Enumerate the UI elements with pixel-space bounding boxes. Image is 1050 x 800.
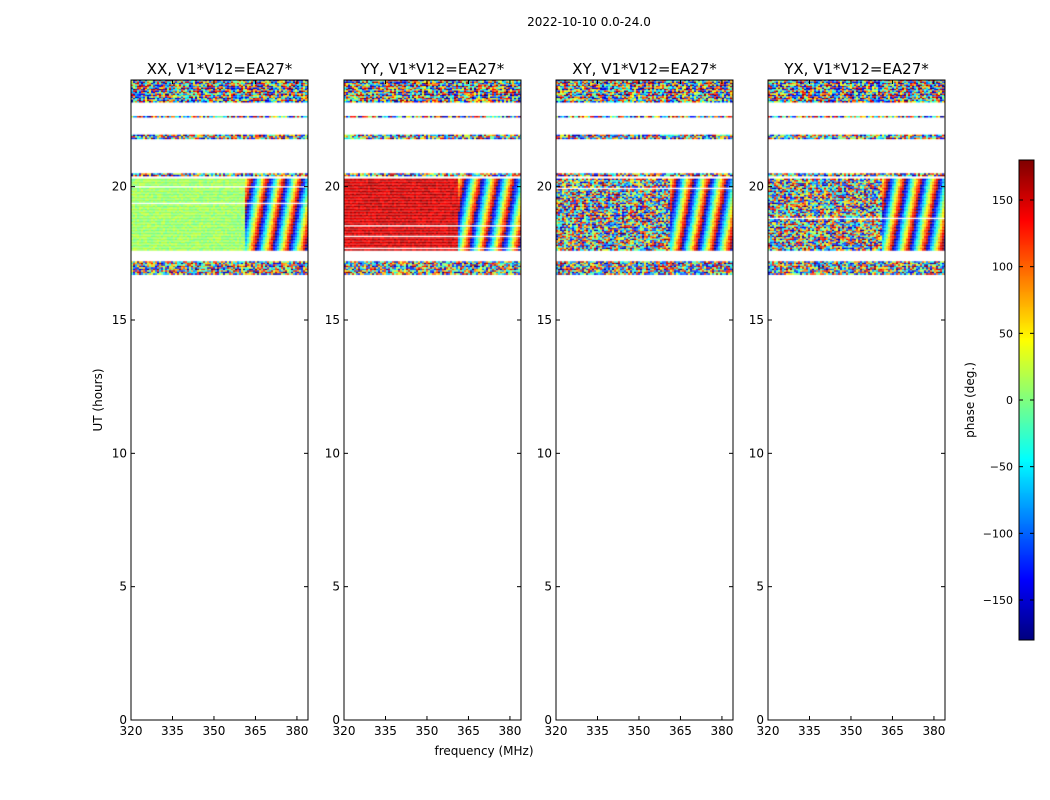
- x-tick-label: 350: [416, 724, 439, 738]
- panel-frame: [130, 79, 309, 721]
- x-tick-label: 320: [757, 724, 780, 738]
- y-tick-label: 20: [537, 180, 552, 194]
- panel-heatmap: [344, 80, 521, 720]
- panel-title: YX, V1*V12=EA27*: [783, 60, 929, 78]
- x-tick-label: 380: [710, 724, 733, 738]
- y-tick-label: 5: [332, 580, 340, 594]
- panel-heatmap: [768, 80, 945, 720]
- panel-title: XY, V1*V12=EA27*: [572, 60, 717, 78]
- x-tick-label: 320: [120, 724, 143, 738]
- panel-heatmap: [131, 80, 308, 720]
- y-tick-label: 15: [537, 313, 552, 327]
- colorbar-tick-label: −150: [983, 594, 1013, 607]
- y-tick-label: 10: [325, 446, 340, 460]
- x-tick-label: 380: [922, 724, 945, 738]
- y-tick-label: 20: [325, 180, 340, 194]
- panel-frame: [555, 79, 734, 721]
- x-tick-label: 350: [840, 724, 863, 738]
- y-axis-label: UT (hours): [91, 368, 105, 431]
- colorbar-tick-label: 100: [992, 261, 1013, 274]
- x-tick-label: 350: [203, 724, 226, 738]
- x-tick-label: 365: [244, 724, 267, 738]
- panel-title: XX, V1*V12=EA27*: [147, 60, 293, 78]
- panel-frame: [767, 79, 946, 721]
- colorbar: 150 100 50 0 −50 −100 −150 phase (deg.): [963, 159, 1035, 641]
- y-tick-label: 0: [756, 713, 764, 727]
- x-tick-label: 320: [545, 724, 568, 738]
- colorbar-tick-label: 0: [1006, 394, 1013, 407]
- y-tick-label: 5: [119, 580, 127, 594]
- y-tick-label: 0: [544, 713, 552, 727]
- x-tick-label: 335: [586, 724, 609, 738]
- panel-title: YY, V1*V12=EA27*: [360, 60, 505, 78]
- panel-1: XX, V1*V12=EA27* 320 335 350 365 380 0 5 10 15 20: [112, 60, 309, 738]
- x-tick-label: 380: [285, 724, 308, 738]
- y-tick-label: 20: [112, 180, 127, 194]
- y-tick-label: 5: [544, 580, 552, 594]
- y-tick-label: 15: [325, 313, 340, 327]
- x-axis-label: frequency (MHz): [434, 744, 533, 758]
- x-tick-label: 335: [798, 724, 821, 738]
- x-tick-label: 380: [498, 724, 521, 738]
- x-tick-label: 365: [881, 724, 904, 738]
- y-tick-label: 15: [749, 313, 764, 327]
- colorbar-label: phase (deg.): [963, 362, 977, 438]
- x-tick-label: 335: [374, 724, 397, 738]
- y-tick-label: 20: [749, 180, 764, 194]
- colorbar-tick-label: 50: [999, 327, 1013, 340]
- panel-3: XY, V1*V12=EA27* 320 335 350 365 380 0 5 10 15 20: [537, 60, 734, 738]
- colorbar-tick-label: 150: [992, 194, 1013, 207]
- x-tick-label: 320: [333, 724, 356, 738]
- colorbar-tick-label: −100: [983, 527, 1013, 540]
- colorbar-tick-label: −50: [990, 461, 1013, 474]
- y-tick-label: 10: [749, 446, 764, 460]
- y-tick-label: 10: [537, 446, 552, 460]
- panel-4: YX, V1*V12=EA27* 320 335 350 365 380 0 5 10 15 20: [749, 60, 946, 738]
- x-tick-label: 365: [457, 724, 480, 738]
- y-tick-label: 0: [119, 713, 127, 727]
- figure-suptitle: 2022-10-10 0.0-24.0: [527, 15, 651, 29]
- y-tick-label: 15: [112, 313, 127, 327]
- y-tick-label: 5: [756, 580, 764, 594]
- panel-heatmap: [556, 80, 733, 720]
- x-tick-label: 350: [628, 724, 651, 738]
- colorbar-gradient: [1019, 160, 1034, 640]
- panel-2: YY, V1*V12=EA27* 320 335 350 365 380 0 5 10 15 20: [325, 60, 522, 738]
- x-tick-label: 365: [669, 724, 692, 738]
- x-tick-label: 335: [161, 724, 184, 738]
- y-tick-label: 0: [332, 713, 340, 727]
- panel-frame: [343, 79, 522, 721]
- y-tick-label: 10: [112, 446, 127, 460]
